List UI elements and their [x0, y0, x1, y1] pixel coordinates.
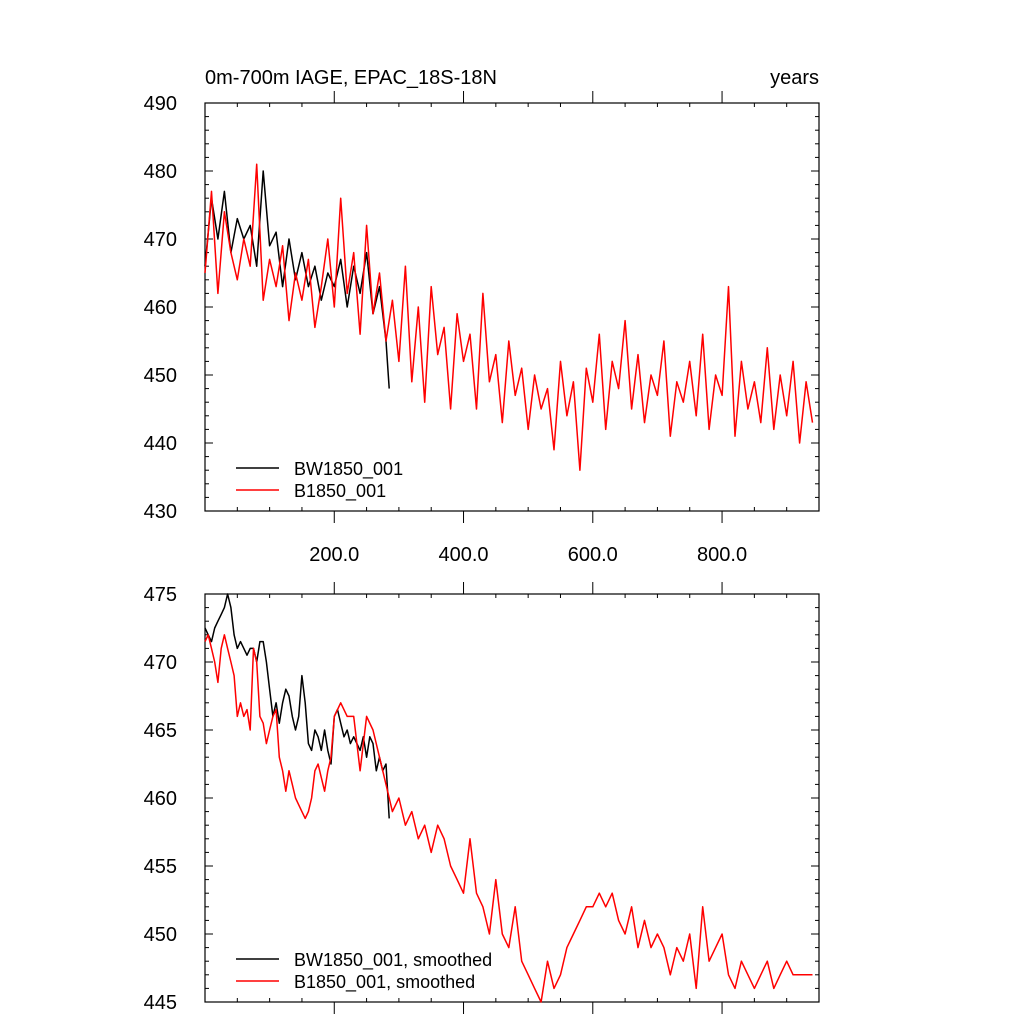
y-tick-label: 490 [144, 93, 177, 115]
x-tick-label: 800.0 [697, 544, 747, 566]
y-tick-label: 440 [144, 433, 177, 455]
panel-bottom: 445 450 455 460 465 470 475 BW1850_001, smooth… [144, 582, 820, 1014]
legend-top: BW1850_001 B1850_001 [236, 459, 403, 502]
series-line-bw1850-001 [204, 170, 390, 389]
y-tick-label: 470 [144, 652, 177, 674]
legend-label-b1850: B1850_001 [294, 481, 386, 502]
axis-ticks-top: 430 440 450 460 470 480 490 200.0 400.0 600.0 800.… [144, 91, 819, 566]
y-tick-label: 470 [144, 229, 177, 251]
series-group-top [204, 163, 814, 471]
legend-bottom: BW1850_001, smoothed B1850_001, smoothed [236, 950, 492, 993]
series-line-b1850-001-smoothed [204, 634, 813, 1003]
y-tick-label: 450 [144, 365, 177, 387]
series-group-bottom [204, 593, 813, 1003]
series-line-bw1850-001-smoothed [204, 593, 390, 819]
x-tick-label: 600.0 [568, 544, 618, 566]
legend-label-bw1850-smoothed: BW1850_001, smoothed [294, 950, 492, 971]
y-tick-label: 455 [144, 856, 177, 878]
y-tick-label: 430 [144, 501, 177, 523]
series-line-b1850-001 [204, 163, 814, 471]
y-tick-label: 460 [144, 297, 177, 319]
y-tick-label: 445 [144, 992, 177, 1014]
panel-top: 0m-700m IAGE, EPAC_18S-18N years 4304404… [144, 67, 820, 566]
chart-title-top: 0m-700m IAGE, EPAC_18S-18N [205, 67, 497, 89]
y-tick-label: 475 [144, 584, 177, 606]
legend-label-bw1850: BW1850_001 [294, 459, 403, 480]
legend-label-b1850-smoothed: B1850_001, smoothed [294, 972, 475, 993]
x-tick-label: 200.0 [309, 544, 359, 566]
axis-ticks-bottom: 445 450 455 460 465 470 475 [144, 582, 819, 1014]
plot-frame-bottom [204, 593, 820, 1003]
y-tick-label: 480 [144, 161, 177, 183]
chart-units-top: years [770, 67, 819, 89]
y-tick-label: 460 [144, 788, 177, 810]
y-tick-label: 450 [144, 924, 177, 946]
y-tick-label: 465 [144, 720, 177, 742]
x-tick-label: 400.0 [438, 544, 488, 566]
